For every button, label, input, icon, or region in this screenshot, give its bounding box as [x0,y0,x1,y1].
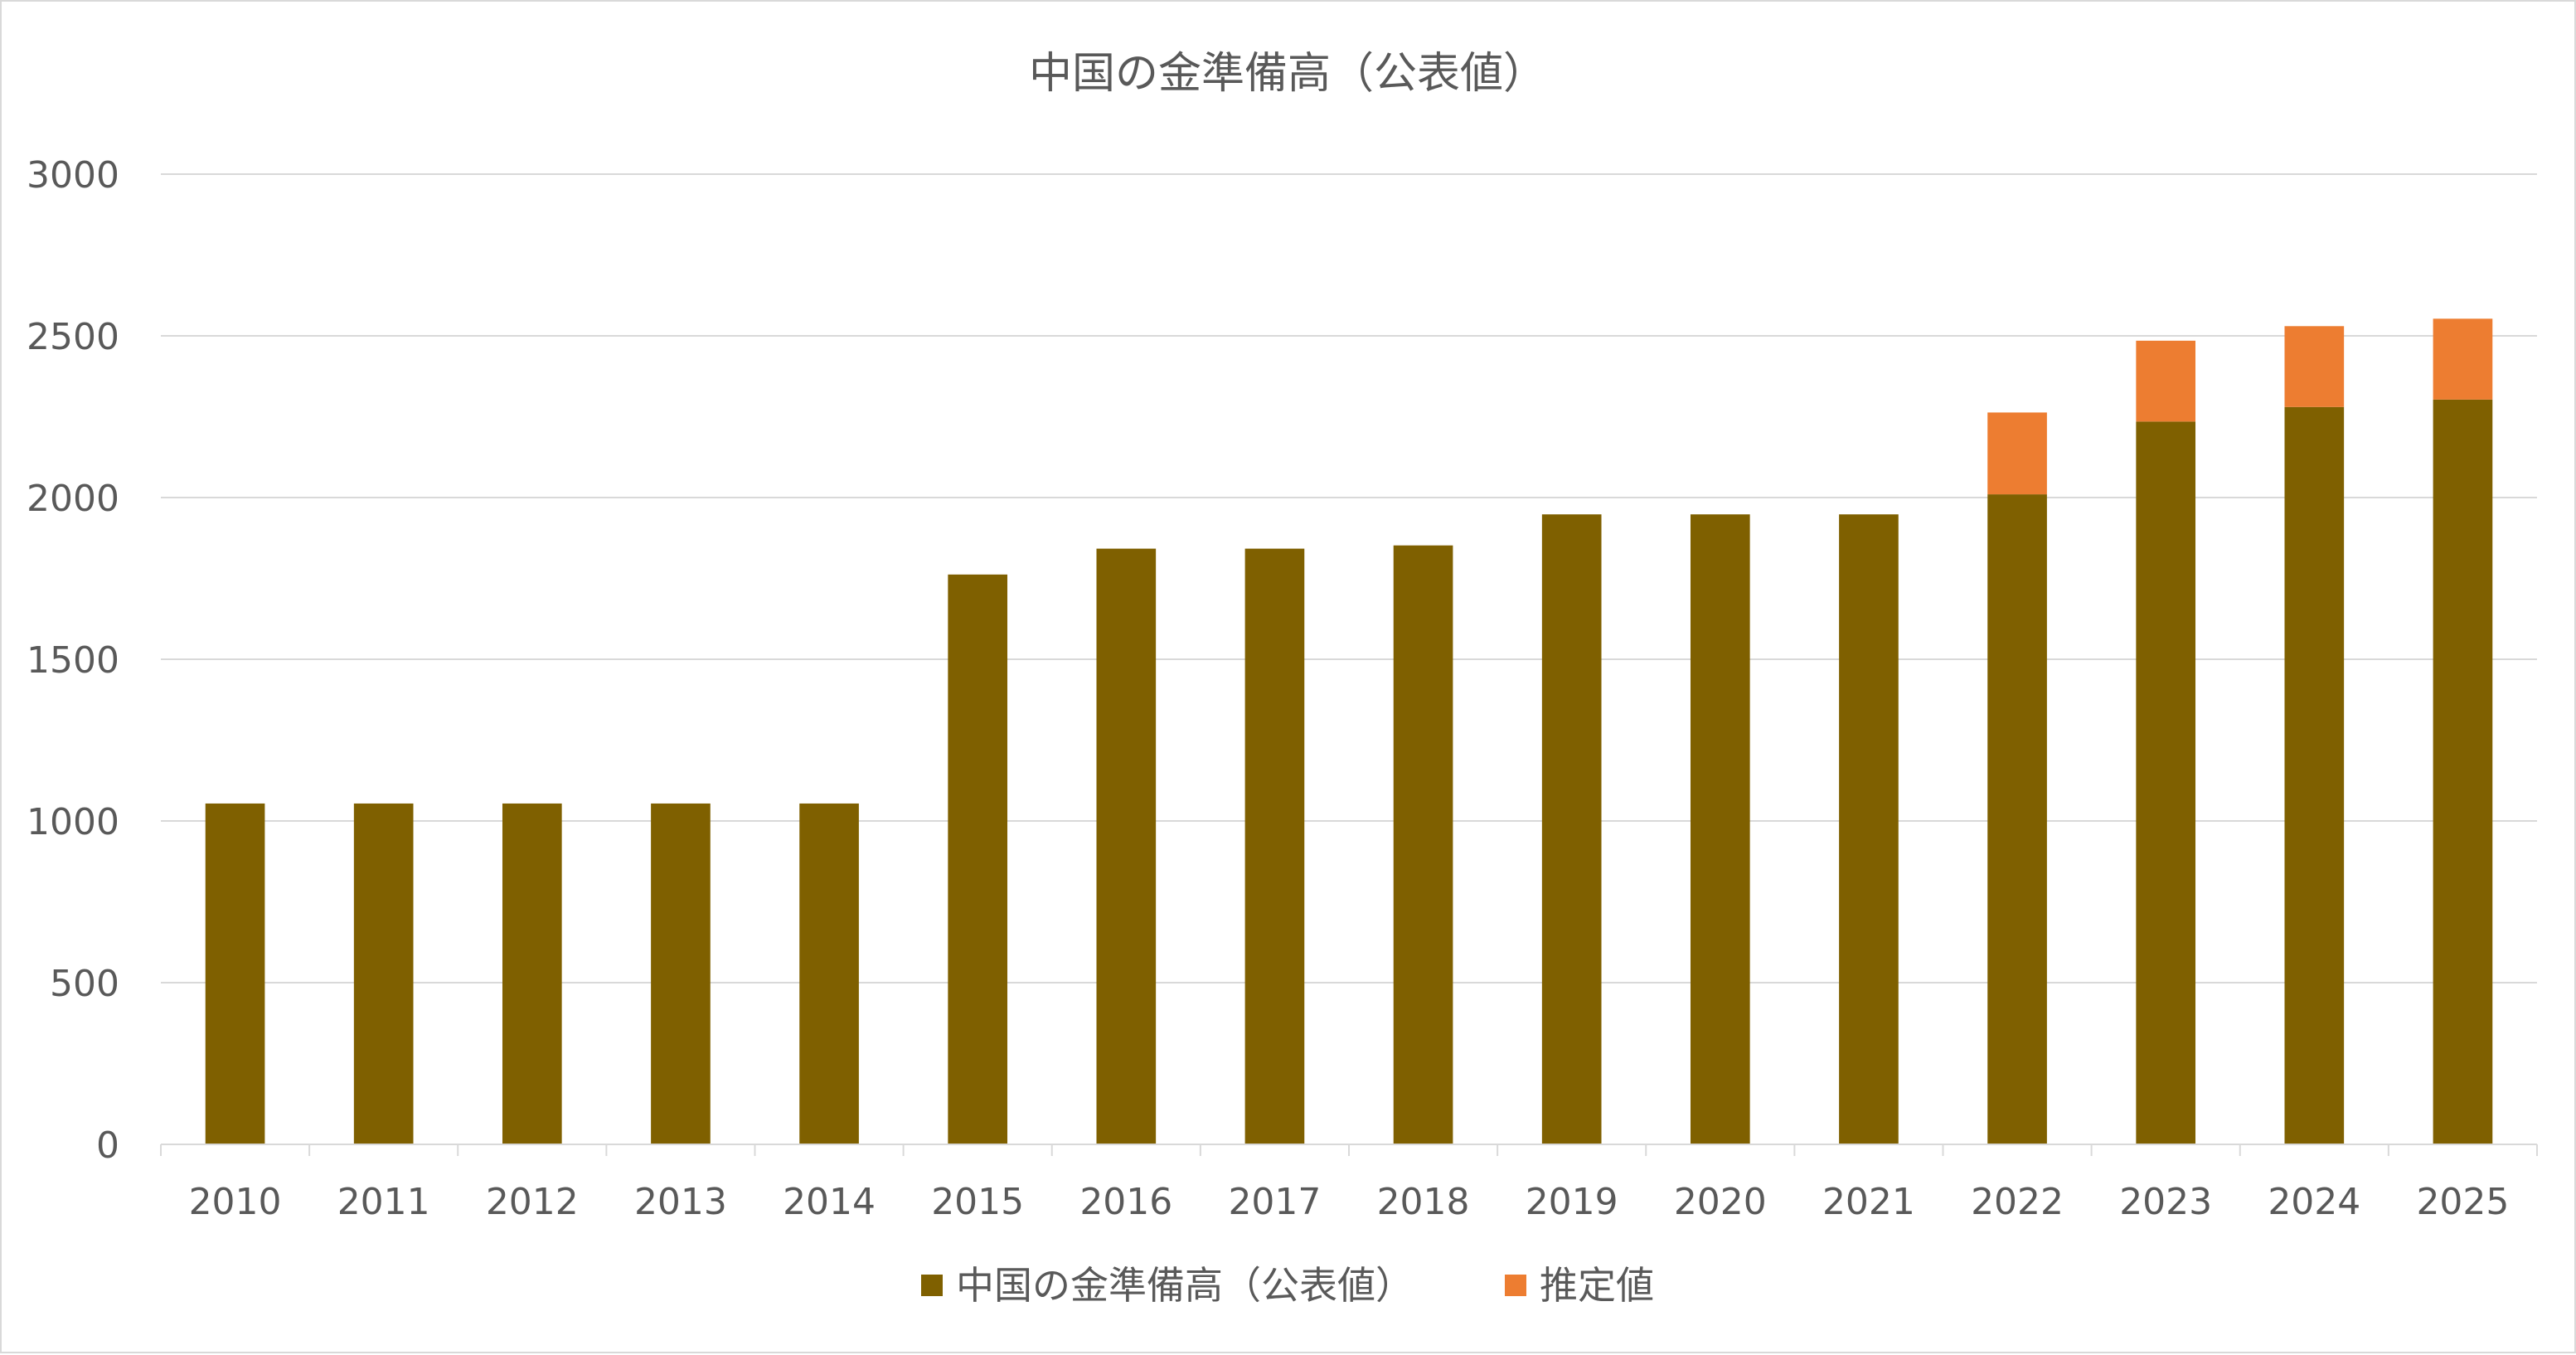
bars [205,318,2493,1145]
x-tick-label: 2013 [634,1181,727,1223]
x-tick-label: 2020 [1674,1181,1767,1223]
legend-swatch [1505,1275,1526,1296]
x-tick-label: 2015 [931,1181,1024,1223]
y-tick-label: 3000 [27,154,119,197]
bar-reported [1393,545,1453,1144]
y-tick-label: 1000 [27,801,119,843]
bar-estimated [2136,340,2196,422]
bar-reported [2136,421,2196,1145]
bar-reported [502,803,562,1144]
x-tick-label: 2024 [2268,1181,2360,1223]
legend: 中国の金準備高（公表値） 推定値 [921,1263,1654,1308]
y-tick-label: 0 [96,1124,119,1167]
bar-reported [205,803,265,1144]
y-tick-label: 2000 [27,478,119,520]
x-tick-label: 2022 [1971,1181,2064,1223]
bar-estimated [2433,318,2493,400]
bar-reported [799,803,859,1144]
y-tick-label: 2500 [27,316,119,358]
x-tick-label: 2025 [2416,1181,2509,1223]
bar-reported [2284,406,2345,1144]
bar-reported [1690,514,1750,1144]
y-tick-label: 1500 [27,639,119,682]
x-tick-label: 2014 [783,1181,876,1223]
x-tick-label: 2012 [486,1181,579,1223]
x-tick-label: 2018 [1377,1181,1470,1223]
bar-reported [651,803,711,1144]
bar-reported [2433,399,2493,1145]
legend-label: 推定値 [1540,1263,1654,1308]
x-tick-label: 2023 [2119,1181,2212,1223]
bar-reported [1541,514,1602,1144]
bar-estimated [2284,326,2345,407]
bar-reported [1839,514,1899,1144]
x-tick-label: 2010 [189,1181,282,1223]
x-axis: 2010 2011 2012 2013 2014 2015 2016 2017 2018 2019… [160,1144,2538,1223]
x-tick-label: 2021 [1822,1181,1915,1223]
x-tick-label: 2011 [337,1181,430,1223]
legend-label: 中国の金準備高（公表値） [956,1263,1414,1308]
y-tick-label: 500 [50,963,119,1005]
bar-reported [1096,548,1157,1144]
bar-estimated [1987,412,2047,495]
x-tick-label: 2017 [1228,1181,1321,1223]
x-tick-label: 2019 [1526,1181,1618,1223]
legend-swatch [921,1275,943,1296]
x-tick-label: 2016 [1079,1181,1172,1223]
y-axis-ticks: 0 500 1000 1500 2000 2500 3000 [27,154,119,1167]
chart-title: 中国の金準備高（公表値） [1029,49,1546,99]
bar-reported [353,803,414,1144]
bar-reported [1244,548,1305,1144]
bar-reported [948,574,1008,1144]
bar-reported [1987,494,2047,1144]
